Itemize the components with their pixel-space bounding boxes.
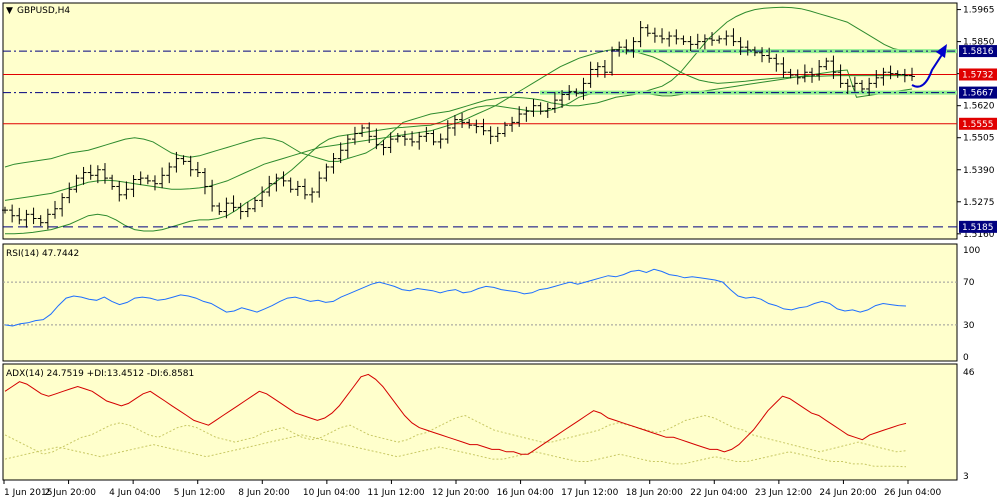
time-tick-label: 22 Jun 04:00 [690,488,747,498]
time-tick-label: 26 Jun 04:00 [884,488,941,498]
symbol-label: GBPUSD,H4 [17,6,70,16]
time-tick-label: 24 Jun 20:00 [819,488,876,498]
symbol-dropdown-icon[interactable]: ▼ [6,6,13,16]
level-price-box [959,68,997,81]
time-tick-label: 5 Jun 12:00 [174,488,226,498]
time-tick-label: 8 Jun 20:00 [238,488,290,498]
time-tick-label: 1 Jun 2015 [4,488,52,498]
price-tick-label: 1.5620 [963,102,995,112]
plus-di-line [4,414,907,455]
level-price-box [959,86,997,99]
time-tick-label: 17 Jun 12:00 [561,488,618,498]
main-panel[interactable] [2,2,958,240]
level-price-label: 1.5732 [962,70,994,80]
rsi-tick-label: 0 [963,353,969,363]
price-tick-label: 1.5275 [963,198,995,208]
adx-tick-label: 46 [963,368,975,378]
time-tick-label: 16 Jun 04:00 [497,488,554,498]
adx-label: ADX(14) 24.7519 +DI:13.4512 -DI:6.8581 [6,369,194,379]
price-tick-label: 1.5160 [963,230,995,240]
rsi-panel[interactable] [2,243,958,362]
level-price-box [959,220,997,233]
bollinger-upper-line [4,6,913,168]
time-tick-label: 10 Jun 04:00 [303,488,360,498]
level-price-label: 1.5816 [962,47,994,57]
time-tick-label: 2 Jun 20:00 [45,488,97,498]
minus-di-line [4,434,907,468]
rsi-line [4,268,907,327]
forecast-arrowhead [936,44,947,58]
price-tick-label: 1.5390 [963,166,995,176]
rsi-label: RSI(14) 47.7442 [6,249,79,259]
adx-tick-label: 3 [963,472,969,482]
level-price-label: 1.5185 [962,223,994,233]
price-tick-label: 1.5850 [963,38,995,48]
price-tick-label: 1.5965 [963,6,995,16]
rsi-tick-label: 100 [963,246,980,256]
adx-line [4,373,907,455]
time-tick-label: 4 Jun 04:00 [109,488,161,498]
level-price-box [959,117,997,130]
rsi-tick-label: 70 [963,278,975,288]
rsi-tick-label: 30 [963,321,975,331]
time-tick-label: 18 Jun 20:00 [626,488,683,498]
forecast-arrow [911,49,946,88]
bollinger-lower-line [5,69,913,235]
time-tick-label: 11 Jun 12:00 [367,488,424,498]
level-price-label: 1.5667 [962,89,994,99]
bollinger-middle-line [4,48,912,201]
adx-panel[interactable] [2,363,958,481]
price-tick-label: 1.5505 [963,134,995,144]
level-price-box [959,45,997,58]
time-tick-label: 23 Jun 12:00 [755,488,812,498]
time-tick-label: 12 Jun 20:00 [432,488,489,498]
level-price-label: 1.5555 [962,120,994,130]
